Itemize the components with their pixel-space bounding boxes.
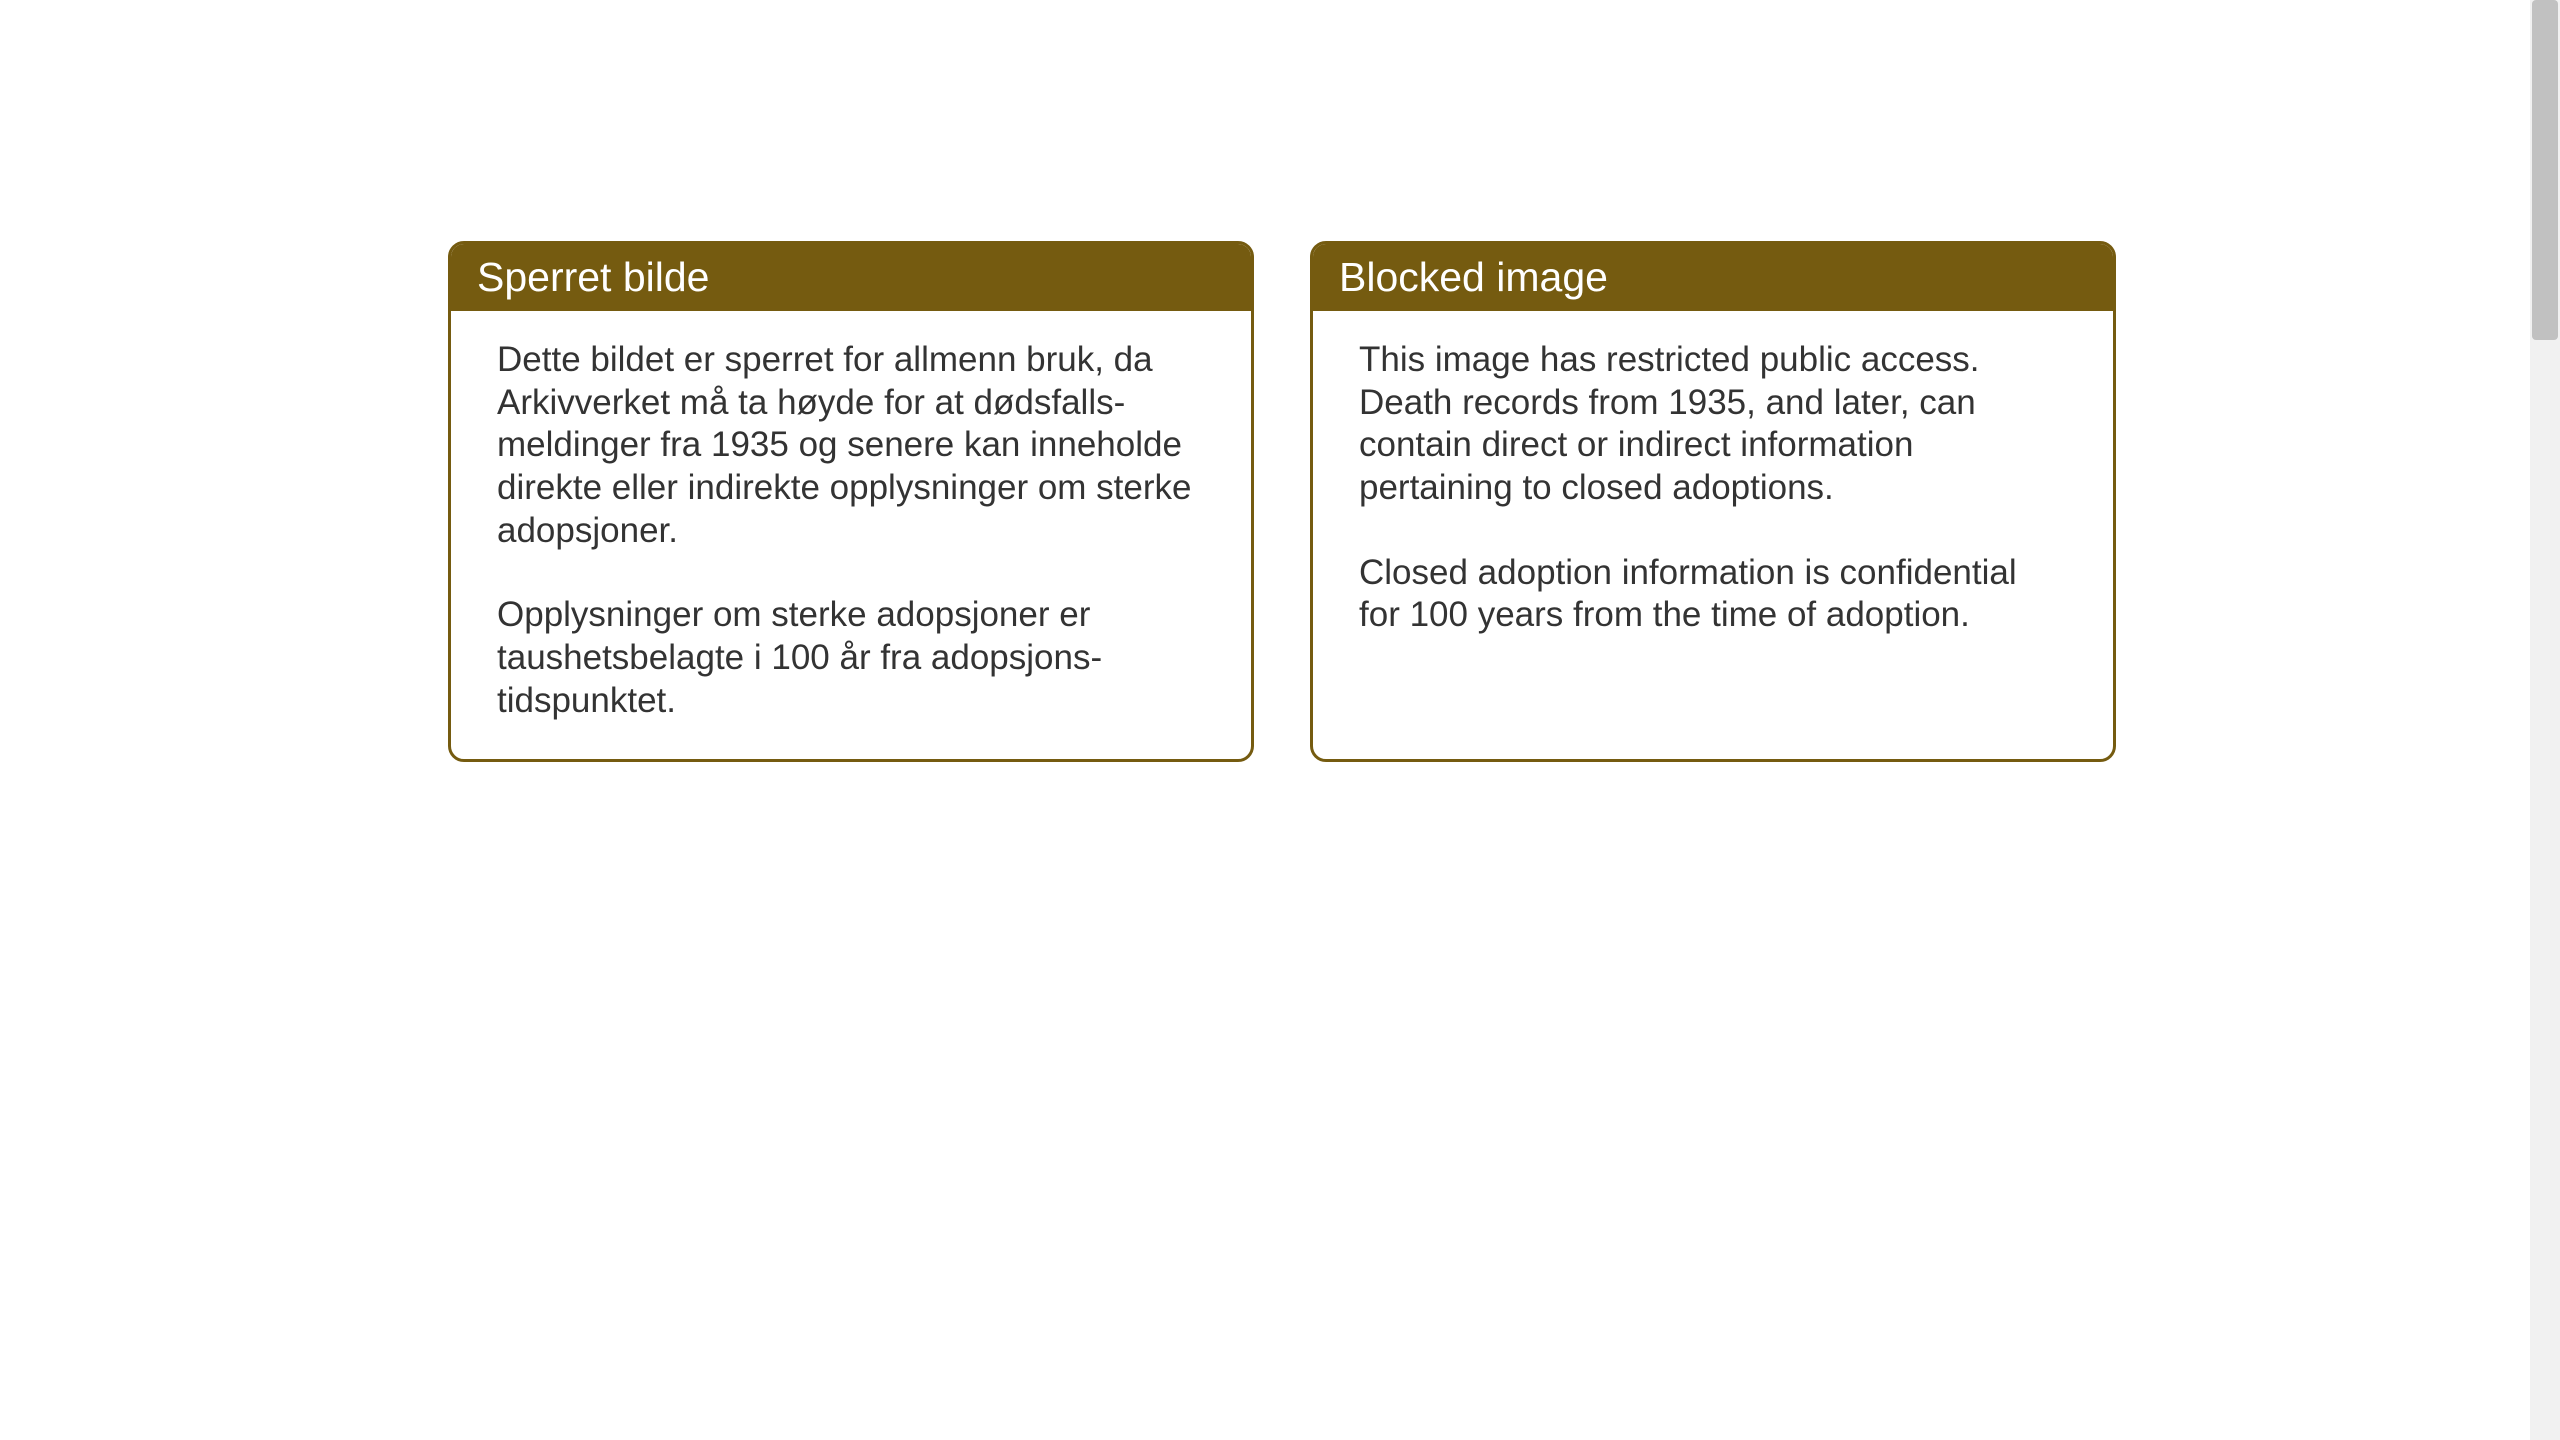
norwegian-paragraph-2: Opplysninger om sterke adopsjoner er tau… (497, 594, 1205, 722)
english-paragraph-2: Closed adoption information is confident… (1359, 552, 2067, 637)
vertical-scrollbar-thumb[interactable] (2532, 0, 2558, 340)
norwegian-card-body: Dette bildet er sperret for allmenn bruk… (451, 311, 1251, 759)
norwegian-notice-card: Sperret bilde Dette bildet er sperret fo… (448, 241, 1254, 762)
english-card-body: This image has restricted public access.… (1313, 311, 2113, 731)
vertical-scrollbar-track[interactable] (2530, 0, 2560, 1440)
norwegian-paragraph-1: Dette bildet er sperret for allmenn bruk… (497, 339, 1205, 552)
english-notice-card: Blocked image This image has restricted … (1310, 241, 2116, 762)
notice-container: Sperret bilde Dette bildet er sperret fo… (448, 241, 2116, 762)
english-paragraph-1: This image has restricted public access.… (1359, 339, 2067, 510)
english-card-title: Blocked image (1313, 244, 2113, 311)
norwegian-card-title: Sperret bilde (451, 244, 1251, 311)
